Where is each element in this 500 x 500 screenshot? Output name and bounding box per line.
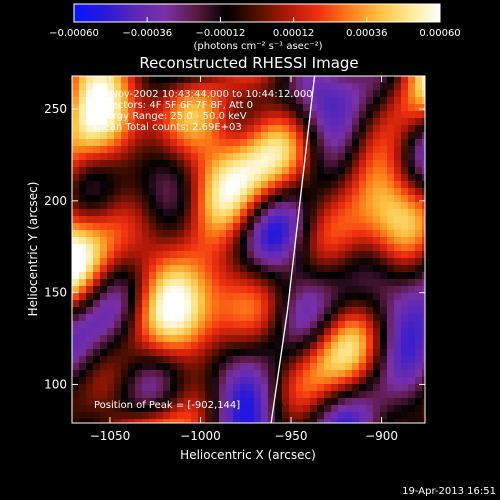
heatmap-area	[72, 76, 425, 423]
solar-limb-line	[270, 76, 316, 423]
y-tick-label: 100	[44, 377, 67, 391]
annotation-line: Clean Total counts: 2.69E+03	[94, 122, 242, 133]
peak-position-label: Position of Peak = [-902,144]	[94, 400, 240, 411]
x-tick-label: −900	[365, 429, 398, 443]
colorbar-tick-label: −0.00036	[122, 28, 172, 39]
x-axis-label: Heliocentric X (arcsec)	[180, 448, 316, 462]
chart-title: Reconstructed RHESSI Image	[139, 54, 358, 72]
colorbar-tick-label: −0.00060	[49, 28, 99, 39]
peak-marker	[277, 402, 283, 408]
y-axis: 100 150 200 250	[44, 102, 425, 391]
y-tick-label: 200	[44, 194, 67, 208]
colorbar-tick-label: 0.00012	[273, 28, 314, 39]
annotation-line: Energy Range: 25.0 - 50.0 keV	[94, 111, 247, 122]
timestamp: 19-Apr-2013 16:51	[402, 486, 496, 497]
colorbar-unit-label: (photons cm⁻² s⁻¹ asec⁻²)	[193, 41, 322, 52]
colorbar-ticks: −0.00060 −0.00036 −0.00012 0.00012 0.00036 0.…	[49, 17, 461, 39]
y-axis-label: Heliocentric Y (arcsec)	[26, 182, 40, 317]
annotation-line: 29-Nov-2002 10:43:44.000 to 10:44:12.000	[94, 89, 313, 100]
x-tick-label: −1000	[180, 429, 221, 443]
colorbar	[73, 3, 441, 23]
annotation-line: Detectors: 4F 5F 6F 7F 8F, Att 0	[94, 100, 253, 111]
colorbar-tick-label: 0.00036	[346, 28, 387, 39]
x-tick-label: −1050	[90, 429, 131, 443]
x-axis: −1050 −1000 −950 −900	[90, 76, 398, 443]
plot-frame	[71, 75, 426, 424]
colorbar-tick-label: 0.00060	[419, 28, 460, 39]
y-tick-label: 250	[44, 102, 67, 116]
annotation-block: 29-Nov-2002 10:43:44.000 to 10:44:12.000…	[94, 89, 313, 133]
x-tick-label: −950	[275, 429, 308, 443]
colorbar-tick-label: −0.00012	[196, 28, 246, 39]
y-tick-label: 150	[44, 286, 67, 300]
